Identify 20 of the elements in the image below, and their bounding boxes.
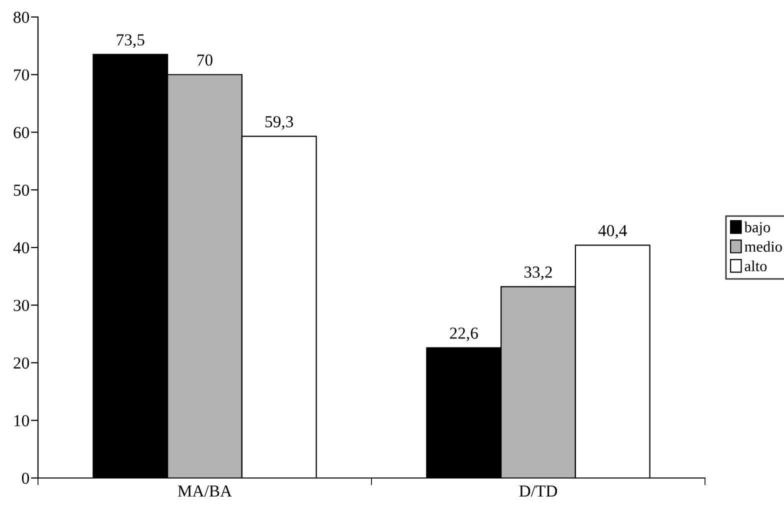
data-label: 73,5 [116, 34, 144, 48]
legend-label: bajo [744, 222, 770, 236]
data-label: 22,6 [450, 328, 478, 342]
data-label: 59,3 [266, 116, 294, 130]
x-tick-label: D/TD [519, 486, 558, 497]
legend-label: medio [744, 241, 782, 252]
y-tick-label: 20 [14, 357, 30, 369]
y-tick-label: 60 [14, 126, 30, 138]
x-tick-label: MA/BA [178, 486, 232, 497]
y-tick-label: 70 [14, 69, 30, 81]
y-tick-label: 10 [14, 415, 30, 426]
y-tick-label: 30 [14, 300, 30, 312]
data-label: 40,4 [598, 225, 627, 239]
y-tick-label: 50 [14, 184, 30, 196]
legend-label: alto [744, 260, 767, 272]
y-tick-label: 0 [22, 472, 30, 484]
data-label: 70 [198, 54, 212, 66]
y-tick-label: 80 [14, 12, 30, 23]
y-tick-label: 40 [13, 242, 30, 254]
data-label: 33,2 [524, 266, 552, 280]
